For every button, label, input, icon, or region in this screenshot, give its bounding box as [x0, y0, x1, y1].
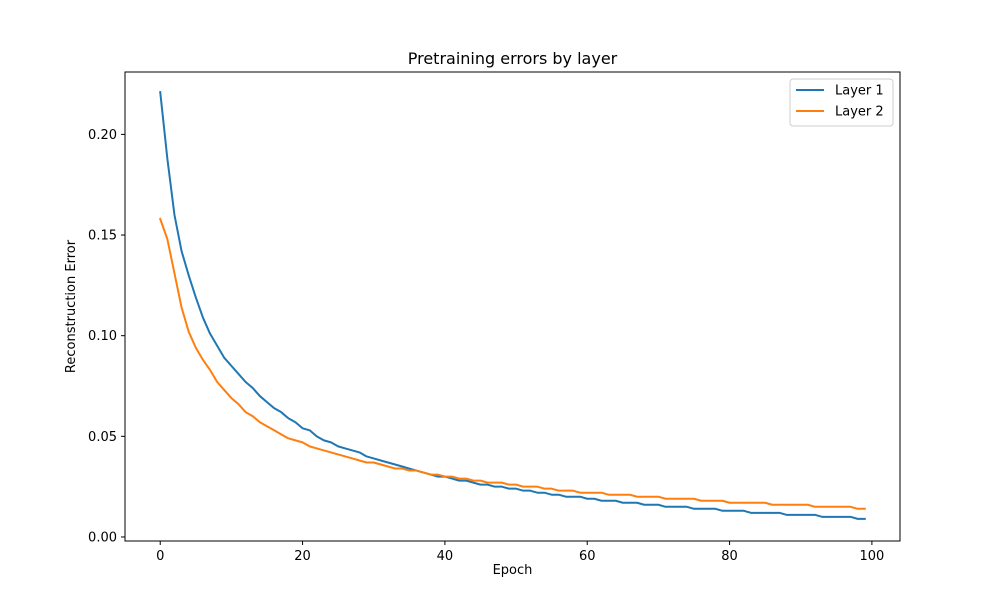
x-axis-title: Epoch: [493, 563, 533, 578]
x-tick-label: 80: [721, 549, 738, 564]
x-tick-label: 60: [579, 549, 596, 564]
x-tick-label: 40: [437, 549, 454, 564]
x-tick-label: 20: [294, 549, 311, 564]
y-tick-label: 0.20: [88, 128, 117, 143]
series-layer: [158, 91, 866, 520]
legend: Layer 1 Layer 2: [789, 78, 894, 127]
y-axis: 0.00 0.05 0.10 0.15 0.20: [88, 128, 125, 545]
y-tick-label: 0.00: [88, 530, 117, 545]
chart-title: Pretraining errors by layer: [408, 49, 618, 68]
y-tick-label: 0.10: [88, 329, 117, 344]
legend-label-layer-2: Layer 2: [835, 105, 884, 120]
y-tick-label: 0.15: [88, 229, 117, 244]
x-tick-label: 0: [156, 549, 164, 564]
y-axis-title: Reconstruction Error: [64, 239, 79, 373]
legend-label-layer-1: Layer 1: [835, 84, 884, 99]
x-tick-label: 100: [859, 549, 884, 564]
plot-area: [124, 71, 901, 542]
series-line-layer-1: [159, 91, 866, 520]
axes-frame: [124, 71, 901, 542]
series-line-layer-2: [158, 217, 866, 510]
y-tick-label: 0.05: [88, 430, 117, 445]
x-axis: 0 20 40 60 80 100: [156, 541, 884, 564]
